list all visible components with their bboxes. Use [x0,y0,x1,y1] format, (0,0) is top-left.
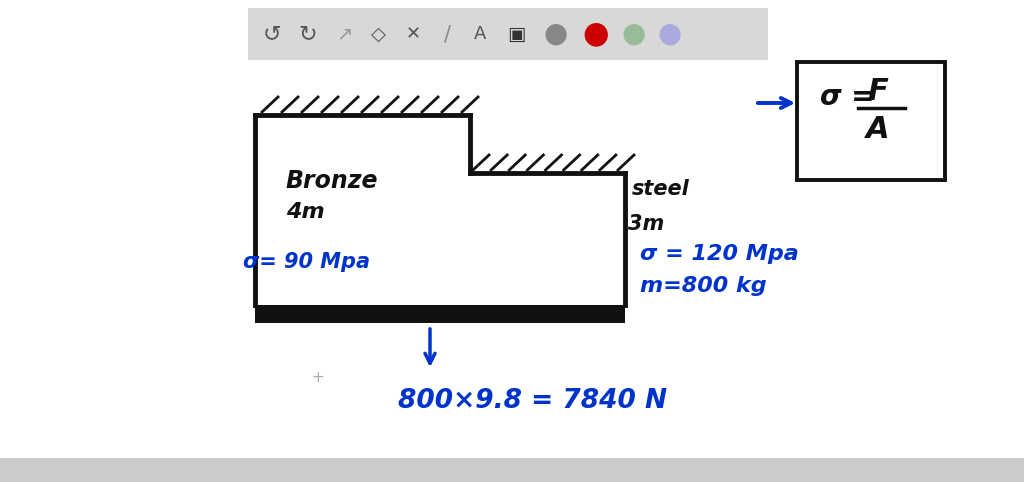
Text: +: + [311,371,325,386]
Text: σ = 120 Mpa: σ = 120 Mpa [640,244,799,264]
Text: ▣: ▣ [507,25,525,43]
Text: ◇: ◇ [371,25,385,43]
Text: 3m: 3m [628,214,665,234]
Text: ●: ● [583,19,609,49]
Text: σ= 90 Mpa: σ= 90 Mpa [243,252,370,272]
Text: Bronze: Bronze [286,169,379,193]
Text: ●: ● [544,20,568,48]
Text: 800×9.8 = 7840 N: 800×9.8 = 7840 N [398,388,667,414]
Bar [255,305,625,323]
Text: /: / [443,24,451,44]
Text: ●: ● [622,20,646,48]
Text: steel: steel [632,179,690,199]
Bar [797,62,945,180]
Text: A: A [474,25,486,43]
Text: m=800 kg: m=800 kg [640,276,767,296]
Text: ●: ● [657,20,682,48]
Text: σ =: σ = [820,83,874,111]
Text: ✕: ✕ [406,25,421,43]
Bar [248,8,768,60]
Text: ↻: ↻ [299,24,317,44]
Text: 4m: 4m [286,202,325,222]
Text: ↺: ↺ [263,24,282,44]
Text: F: F [867,78,889,107]
Text: ↗: ↗ [336,25,352,43]
Text: A: A [866,116,890,145]
Bar [0,458,1024,482]
